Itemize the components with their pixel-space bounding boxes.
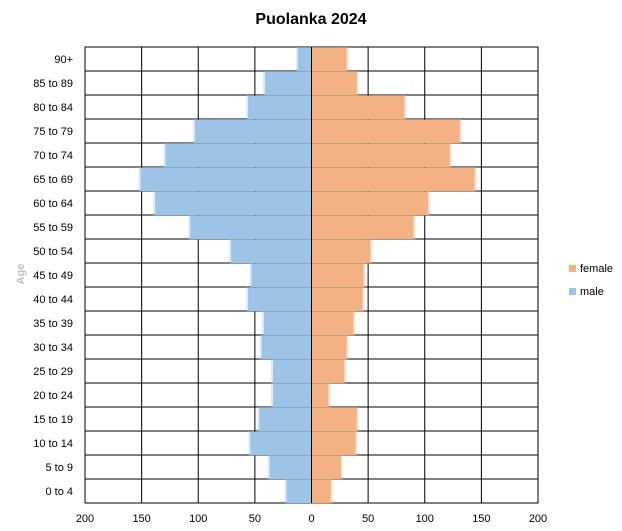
male-bar [251,264,312,287]
male-bar [263,312,312,335]
x-tick-label: 50 [249,513,261,525]
age-category-label: 80 to 84 [33,102,73,114]
x-tick-label: 100 [189,513,207,525]
female-bar [311,408,357,431]
male-bar [248,288,312,311]
legend-swatch-male [569,288,576,295]
male-bar [272,360,312,383]
age-category-label: 60 to 64 [33,198,73,210]
age-category-label: 25 to 29 [33,366,73,378]
female-bar [311,312,354,335]
female-bar [311,72,357,95]
female-bar [311,120,460,143]
female-bar [311,288,363,311]
male-bar [190,216,312,239]
female-bar [311,144,450,167]
x-tick-label: 50 [362,513,374,525]
age-category-label: 65 to 69 [33,174,73,186]
male-bar [272,384,312,407]
legend-swatch-female [569,265,576,272]
female-bar [311,360,345,383]
age-category-label: 10 to 14 [33,438,73,450]
male-bar [259,408,312,431]
x-tick-label: 150 [472,513,490,525]
x-tick-label: 0 [308,513,314,525]
age-category-label: 35 to 39 [33,318,73,330]
female-bar [311,456,341,479]
age-category-label: 75 to 79 [33,126,73,138]
age-category-label: 30 to 34 [33,342,73,354]
age-category-label: 70 to 74 [33,150,73,162]
male-bar [165,144,312,167]
female-bar [311,240,371,263]
male-bar [194,120,312,143]
male-bar [269,456,312,479]
age-category-label: 50 to 54 [33,246,73,258]
x-tick-label: 200 [76,513,94,525]
age-category-label: 45 to 49 [33,270,73,282]
female-bar [311,432,356,455]
legend-label-female: female [580,263,613,275]
chart-title: Puolanka 2024 [255,11,366,28]
female-bar [311,48,347,71]
male-bar [155,192,312,215]
male-bar [140,168,312,191]
age-category-labels: 0 to 4 5 to 9 10 to 14 15 to 19 20 to 24 25 t… [33,54,73,498]
male-bar [297,48,312,71]
female-bar [311,216,414,239]
age-category-label: 90+ [54,54,73,66]
legend-label-male: male [580,286,604,298]
female-bar [311,480,331,503]
age-category-label: 5 to 9 [45,462,73,474]
x-tick-label: 150 [132,513,150,525]
female-bar [311,96,405,119]
age-category-label: 20 to 24 [33,390,73,402]
bars [138,47,477,504]
female-bar [311,336,347,359]
male-bar [286,480,312,503]
x-axis-tick-labels: 200 150 100 50 0 50 100 150 200 [76,513,547,525]
age-category-label: 55 to 59 [33,222,73,234]
male-bar [261,336,312,359]
female-bar [311,264,364,287]
female-bar [311,384,329,407]
age-category-label: 0 to 4 [45,486,73,498]
female-bar [311,168,475,191]
female-bar [311,192,429,215]
male-bar [250,432,312,455]
y-axis-label: Age [15,264,27,285]
x-tick-label: 200 [529,513,547,525]
x-tick-label: 100 [416,513,434,525]
male-bar [231,240,312,263]
age-category-label: 85 to 89 [33,78,73,90]
age-category-label: 40 to 44 [33,294,73,306]
male-bar [265,72,312,95]
age-category-label: 15 to 19 [33,414,73,426]
legend: female male [569,263,613,298]
male-bar [248,96,312,119]
